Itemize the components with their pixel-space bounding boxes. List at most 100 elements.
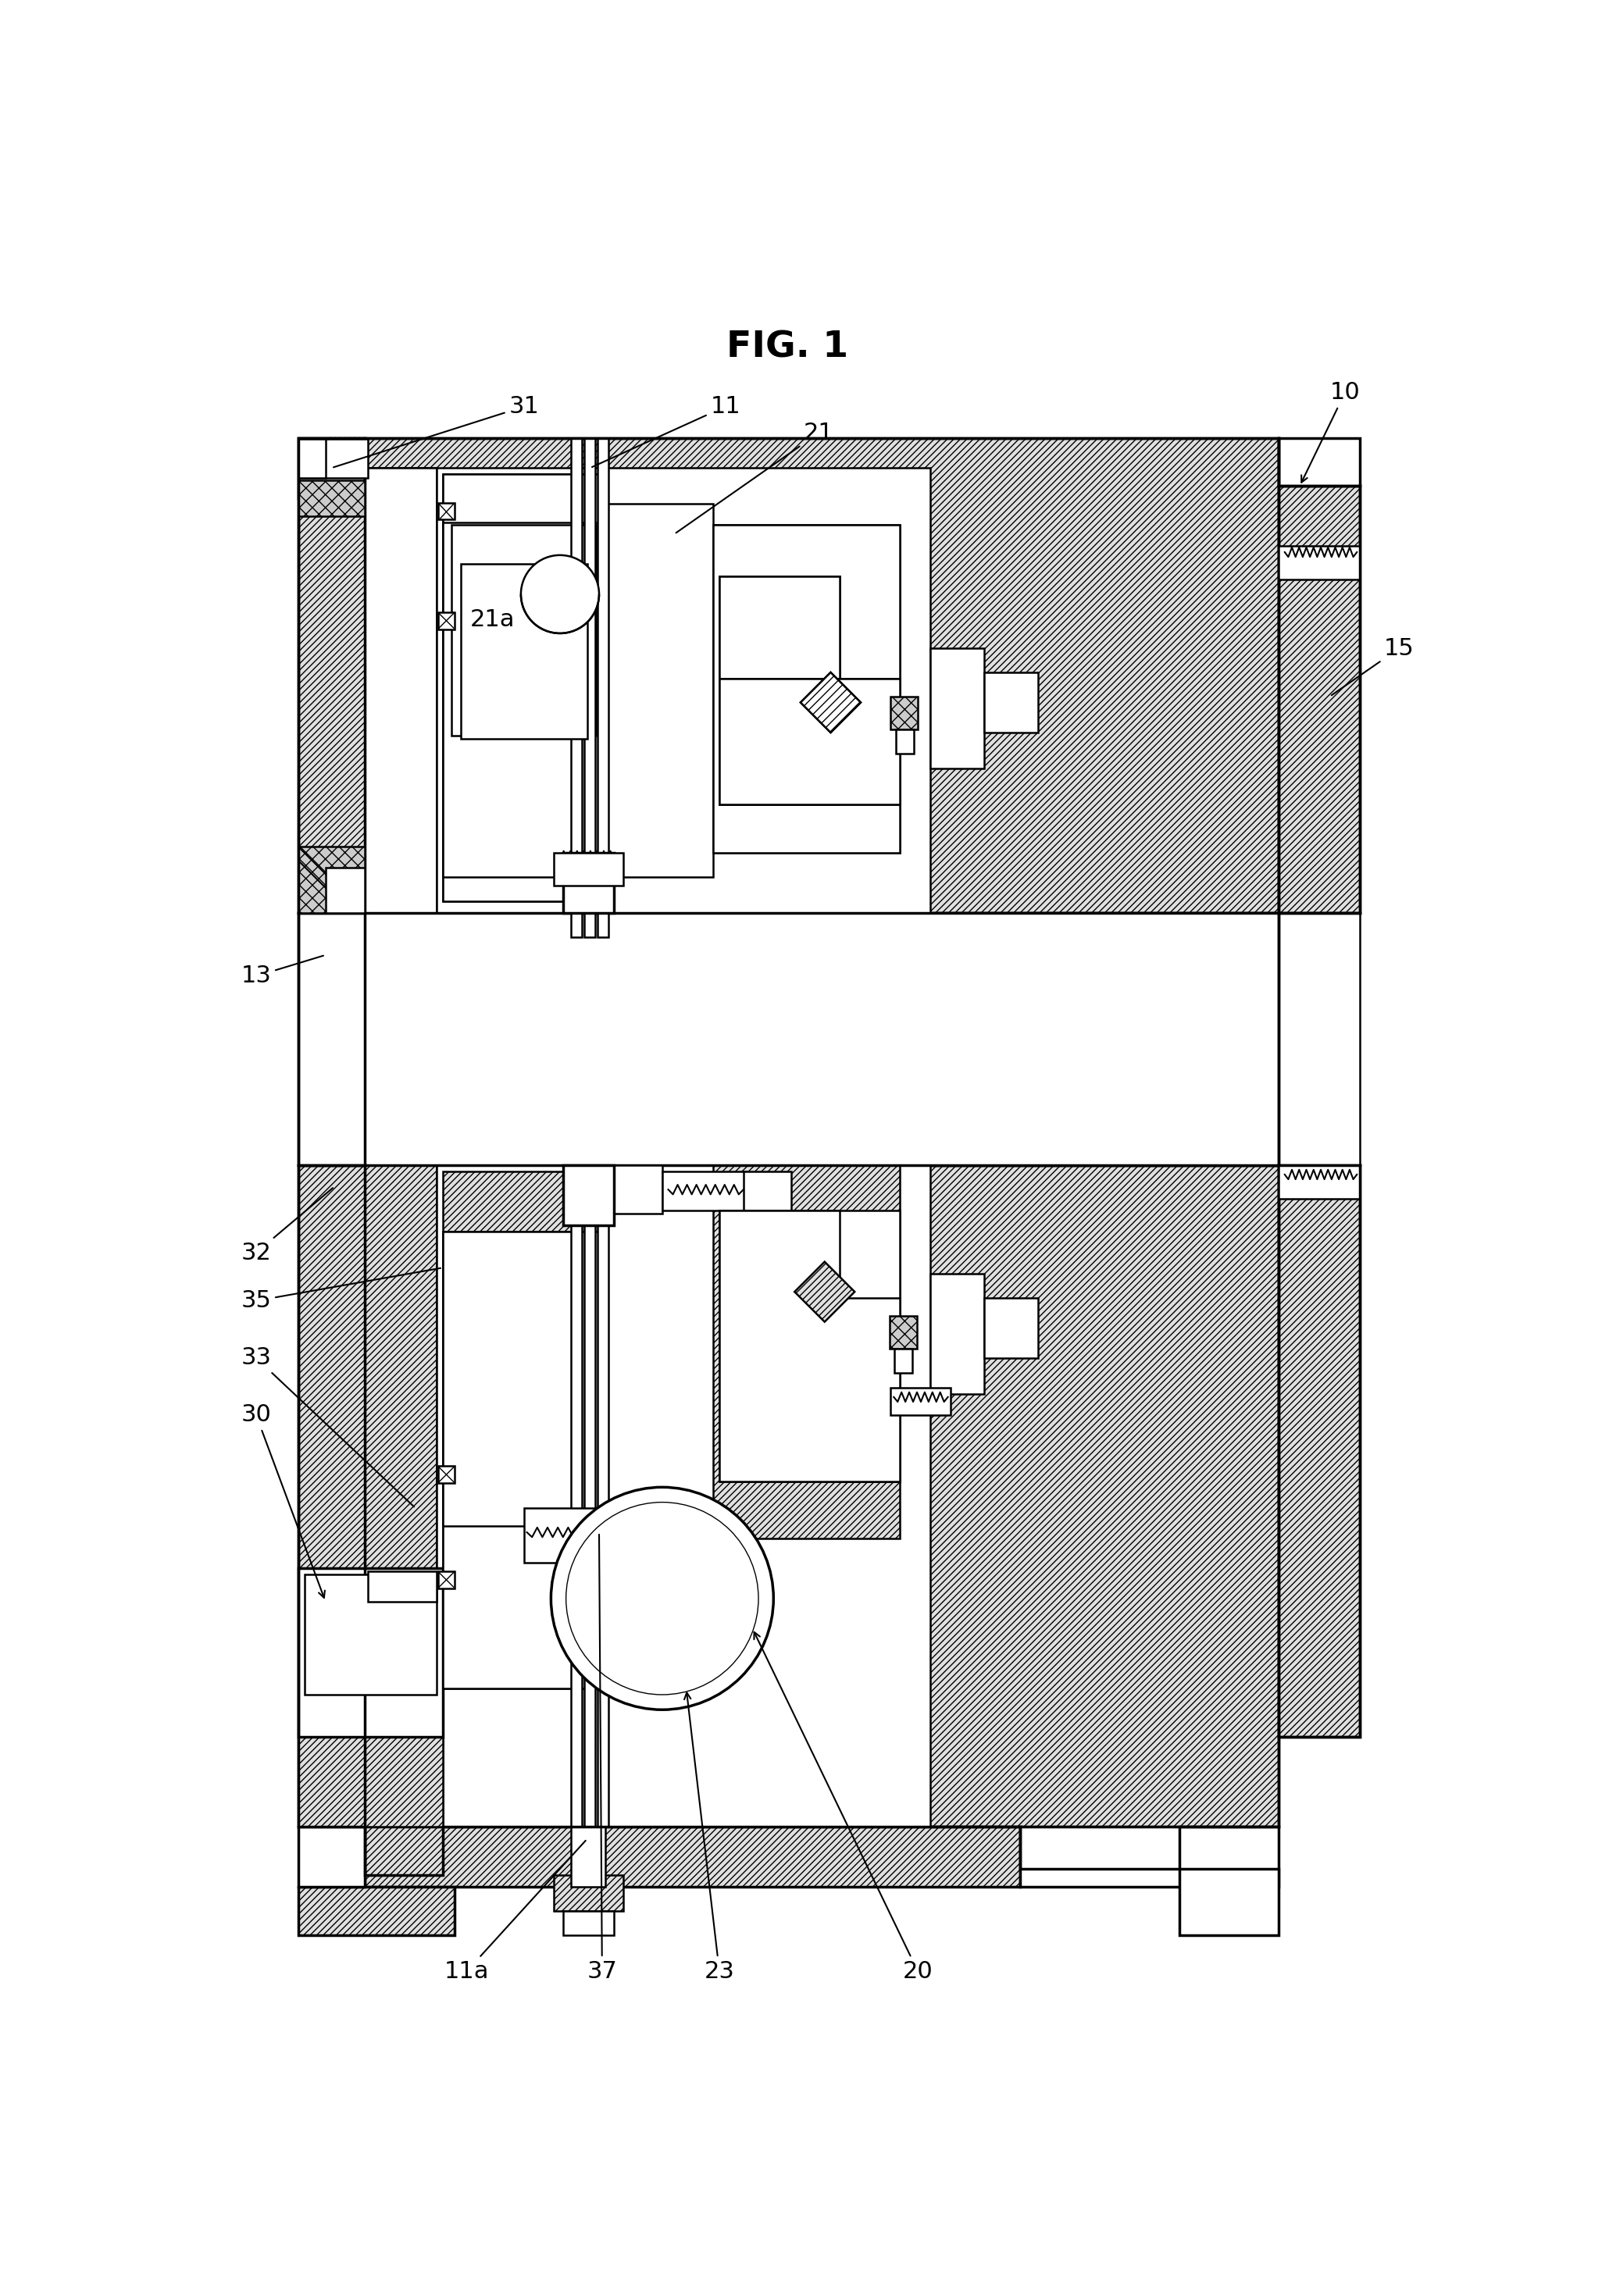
- Bar: [298, 847, 365, 914]
- Bar: [1179, 1828, 1279, 1869]
- Text: 15: 15: [1332, 636, 1414, 696]
- Text: 32: 32: [241, 1187, 333, 1265]
- Bar: [442, 1171, 599, 1688]
- Bar: [563, 1910, 615, 1936]
- Bar: [597, 439, 608, 937]
- Bar: [719, 576, 840, 677]
- Bar: [325, 868, 365, 914]
- Circle shape: [566, 1502, 758, 1694]
- Text: 35: 35: [241, 1267, 441, 1311]
- Bar: [304, 1575, 436, 1694]
- Bar: [890, 1316, 917, 1350]
- Bar: [365, 1828, 1020, 1887]
- Bar: [891, 696, 917, 730]
- Bar: [719, 1210, 899, 1481]
- Bar: [553, 852, 623, 886]
- Bar: [599, 505, 713, 877]
- Bar: [298, 439, 367, 478]
- Bar: [442, 1231, 599, 1527]
- Circle shape: [550, 1488, 774, 1711]
- Text: 10: 10: [1302, 381, 1360, 482]
- Bar: [930, 647, 985, 769]
- Text: 31: 31: [333, 395, 539, 468]
- Text: 23: 23: [684, 1692, 735, 1984]
- Bar: [896, 730, 914, 753]
- Bar: [713, 1166, 899, 1538]
- Polygon shape: [795, 1263, 854, 1322]
- Bar: [298, 480, 365, 517]
- Bar: [436, 1166, 930, 1828]
- Text: 11a: 11a: [444, 1841, 586, 1984]
- Text: 21: 21: [676, 422, 833, 533]
- Bar: [452, 526, 595, 735]
- Bar: [571, 439, 581, 937]
- Bar: [578, 1166, 663, 1215]
- Bar: [442, 473, 599, 900]
- Bar: [985, 1297, 1038, 1357]
- Bar: [298, 914, 1279, 1166]
- Bar: [840, 1297, 899, 1481]
- Bar: [597, 1166, 608, 1828]
- Bar: [1279, 1166, 1360, 1199]
- Bar: [553, 1876, 623, 1910]
- Bar: [365, 468, 436, 914]
- Bar: [298, 1568, 442, 1736]
- Text: 33: 33: [241, 1345, 414, 1506]
- Bar: [563, 852, 615, 914]
- Bar: [442, 473, 599, 900]
- Polygon shape: [719, 1210, 899, 1481]
- Bar: [367, 1570, 436, 1603]
- Text: 21a: 21a: [470, 608, 515, 631]
- Bar: [365, 1166, 436, 1828]
- Polygon shape: [801, 673, 861, 732]
- Bar: [985, 673, 1038, 732]
- Bar: [298, 439, 325, 478]
- Bar: [571, 1828, 605, 1887]
- Bar: [438, 1467, 455, 1483]
- Text: FIG. 1: FIG. 1: [726, 331, 848, 365]
- Bar: [1279, 546, 1360, 579]
- Bar: [442, 521, 599, 877]
- Polygon shape: [365, 1736, 442, 1828]
- Text: 20: 20: [755, 1632, 933, 1984]
- Bar: [525, 1508, 602, 1561]
- Bar: [438, 1570, 455, 1589]
- Bar: [713, 526, 899, 852]
- Bar: [563, 1166, 615, 1226]
- Bar: [365, 468, 436, 914]
- Bar: [460, 565, 587, 739]
- Bar: [1279, 1166, 1360, 1736]
- Bar: [584, 439, 595, 937]
- Bar: [1279, 439, 1360, 487]
- Text: 13: 13: [241, 955, 323, 987]
- Bar: [571, 1166, 581, 1828]
- Bar: [438, 503, 455, 519]
- Text: 37: 37: [587, 1534, 618, 1984]
- Bar: [298, 1828, 365, 1887]
- Bar: [891, 1389, 951, 1414]
- Bar: [1020, 1828, 1279, 1887]
- Circle shape: [521, 556, 599, 634]
- Bar: [719, 677, 899, 804]
- Bar: [298, 1166, 1279, 1828]
- Bar: [452, 526, 595, 735]
- Bar: [365, 914, 1279, 1166]
- Bar: [743, 1171, 792, 1210]
- Bar: [298, 439, 365, 498]
- Text: 11: 11: [592, 395, 740, 466]
- Bar: [298, 439, 1279, 914]
- Bar: [298, 1736, 442, 1828]
- Bar: [442, 1231, 599, 1688]
- Bar: [713, 526, 899, 852]
- Bar: [1279, 487, 1360, 914]
- Bar: [584, 1166, 595, 1828]
- Bar: [298, 1887, 455, 1936]
- Bar: [438, 613, 455, 629]
- Bar: [436, 468, 930, 914]
- Polygon shape: [719, 576, 899, 804]
- Bar: [895, 1350, 912, 1373]
- Bar: [663, 1171, 747, 1210]
- Polygon shape: [298, 1736, 442, 1828]
- Bar: [930, 1274, 985, 1394]
- Text: 30: 30: [241, 1403, 325, 1598]
